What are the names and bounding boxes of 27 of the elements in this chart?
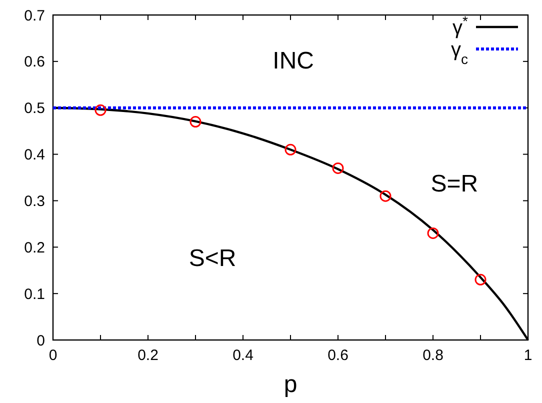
point	[427, 227, 439, 239]
annotation: S=R	[430, 170, 478, 198]
point	[190, 116, 202, 128]
x-tick-label: 0	[48, 347, 58, 364]
x-tick-label: 0.6	[328, 347, 348, 364]
y-tick-label: 0.5	[24, 100, 45, 118]
x-tick-label: 0.2	[138, 347, 158, 364]
y-tick-label: 0.6	[24, 54, 45, 71]
legend-label: γ$^{*}$	[452, 13, 469, 39]
annotation: S<R	[188, 245, 236, 272]
y-tick-label: 0.4	[24, 146, 45, 164]
y-tick-label: 0	[36, 332, 45, 350]
x-tick-label: 0.4	[232, 347, 254, 364]
point	[94, 104, 106, 116]
y-tick-label: 0.2	[24, 239, 45, 256]
point	[284, 144, 296, 156]
point	[380, 190, 392, 202]
x-axis-title: p	[284, 371, 298, 398]
point	[332, 162, 344, 174]
legend-label: γ$_{c}$	[451, 39, 468, 67]
x-tick-label: 1	[524, 347, 532, 364]
y-tick-label: 0.7	[24, 7, 45, 24]
x-tick-label: 0.8	[422, 347, 444, 364]
y-tick-label: 0.1	[24, 286, 45, 303]
y-tick-label: 0.3	[24, 192, 45, 210]
point	[474, 274, 486, 286]
annotation: INC	[272, 47, 314, 74]
